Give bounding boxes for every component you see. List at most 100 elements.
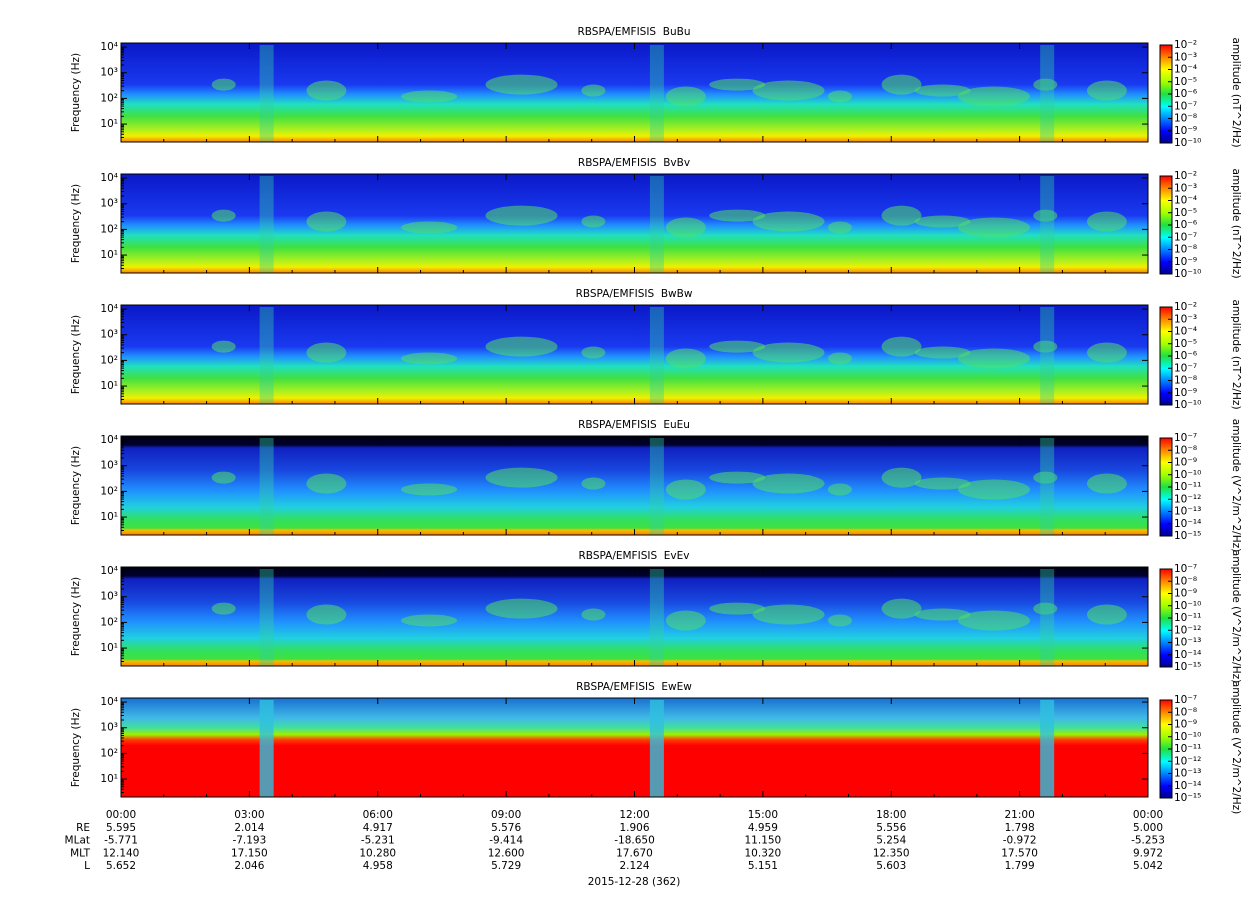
spectral-feature [1040, 438, 1055, 535]
colorbar-tick-label: 10⁻² [1174, 170, 1197, 182]
ephemeris-value: 4.958 [363, 860, 393, 872]
spectral-feature [211, 471, 236, 484]
spectral-feature [709, 602, 766, 615]
spectral-feature [827, 483, 852, 496]
spectral-feature [649, 700, 664, 797]
colorbar-tick-label: 10⁻⁵ [1174, 338, 1197, 350]
y-tick-label: 10⁴ [100, 41, 118, 53]
spectral-feature [649, 307, 664, 404]
spectral-feature [752, 342, 825, 363]
ephemeris-value: 1.906 [619, 822, 649, 834]
spectral-feature [306, 604, 347, 625]
ephemeris-value: 10.320 [745, 847, 782, 859]
y-tick-label: 10¹ [100, 249, 118, 261]
colorbar-tick-label: 10⁻¹⁵ [1174, 661, 1201, 673]
colorbar-tick-label: 10⁻⁸ [1174, 575, 1197, 587]
colorbar-tick-label: 10⁻¹⁰ [1174, 600, 1201, 612]
y-tick-label: 10² [100, 354, 118, 366]
ephemeris-value: 12.140 [103, 847, 140, 859]
ephemeris-value: 5.729 [491, 860, 521, 872]
spectral-feature [709, 340, 766, 353]
colorbar-tick-label: 10⁻⁹ [1174, 387, 1197, 399]
spectral-feature [709, 471, 766, 484]
spectral-feature [649, 45, 664, 142]
colorbar-tick-label: 10⁻⁹ [1174, 457, 1197, 469]
colorbar-tick-label: 10⁻⁹ [1174, 588, 1197, 600]
ephemeris-value: 12.350 [873, 847, 910, 859]
spectral-feature [259, 176, 274, 273]
y-tick-label: 10¹ [100, 380, 118, 392]
spectral-feature [914, 346, 971, 359]
spectral-feature [881, 467, 922, 488]
spectral-feature [752, 80, 825, 101]
colorbar-tick-label: 10⁻⁹ [1174, 256, 1197, 268]
y-tick-label: 10³ [100, 591, 118, 603]
spectral-feature [259, 307, 274, 404]
colorbar-tick-label: 10⁻⁶ [1174, 350, 1197, 362]
spectral-feature [1040, 307, 1055, 404]
spectral-feature [581, 84, 606, 97]
colorbar-tick-label: 10⁻¹⁴ [1174, 518, 1201, 530]
colorbar-tick-label: 10⁻³ [1174, 51, 1197, 63]
spectral-feature [881, 598, 922, 619]
spectral-feature [211, 602, 236, 615]
spectral-feature [1086, 604, 1127, 625]
ephemeris-value: 4.959 [748, 822, 778, 834]
colorbar-tick-label: 10⁻¹³ [1174, 506, 1201, 518]
y-axis-label: Frequency (Hz) [70, 446, 82, 525]
spectral-feature [709, 78, 766, 91]
ephemeris-value: 5.595 [106, 822, 136, 834]
spectral-feature [401, 90, 458, 103]
spectral-feature [485, 467, 558, 488]
colorbar-label: amplitude (nT^2/Hz) [1230, 168, 1242, 278]
colorbar-tick-label: 10⁻¹² [1174, 755, 1201, 767]
colorbar-label: amplitude (nT^2/Hz) [1230, 299, 1242, 409]
spectral-feature [709, 209, 766, 222]
spectral-feature [485, 74, 558, 95]
y-axis-label: Frequency (Hz) [70, 315, 82, 394]
ephemeris-value: 5.042 [1133, 860, 1163, 872]
spectral-feature [752, 473, 825, 494]
spectral-feature [957, 86, 1030, 107]
colorbar-tick-label: 10⁻⁸ [1174, 706, 1197, 718]
colorbar-tick-label: 10⁻³ [1174, 313, 1197, 325]
spectral-feature [259, 438, 274, 535]
spectral-feature [1086, 473, 1127, 494]
spectral-feature [665, 217, 706, 238]
spectral-feature [649, 176, 664, 273]
spectral-feature [1040, 176, 1055, 273]
colorbar-label: amplitude (V^2/m^2/Hz) [1230, 419, 1242, 552]
ephemeris-value: 1.798 [1005, 822, 1035, 834]
colorbar-tick-label: 10⁻² [1174, 39, 1197, 51]
ephemeris-value: -5.771 [104, 835, 138, 847]
colorbar-tick-label: 10⁻¹³ [1174, 637, 1201, 649]
spectral-feature [957, 479, 1030, 500]
colorbar-tick-label: 10⁻⁷ [1174, 362, 1197, 374]
y-tick-label: 10³ [100, 329, 118, 341]
y-axis-label: Frequency (Hz) [70, 53, 82, 132]
colorbar-tick-label: 10⁻⁴ [1174, 326, 1197, 338]
colorbar-tick-label: 10⁻⁷ [1174, 231, 1197, 243]
spectral-feature [827, 90, 852, 103]
spectral-feature [1040, 45, 1055, 142]
spectral-feature [1086, 80, 1127, 101]
ephemeris-value: -18.650 [614, 835, 655, 847]
spectral-feature [881, 205, 922, 226]
colorbar-tick-label: 10⁻⁴ [1174, 64, 1197, 76]
ephemeris-value: 10.280 [359, 847, 396, 859]
spectral-feature [665, 610, 706, 631]
ephemeris-value: 12.600 [488, 847, 525, 859]
y-tick-label: 10² [100, 485, 118, 497]
spectral-feature [581, 346, 606, 359]
ephemeris-value: 1.799 [1005, 860, 1035, 872]
colorbar-tick-label: 10⁻⁶ [1174, 88, 1197, 100]
spectral-feature [881, 336, 922, 357]
x-tick-label: 09:00 [491, 809, 521, 821]
colorbar-tick-label: 10⁻¹⁰ [1174, 469, 1201, 481]
y-axis-label: Frequency (Hz) [70, 577, 82, 656]
colorbar-tick-label: 10⁻¹¹ [1174, 743, 1201, 755]
spectral-feature [581, 608, 606, 621]
y-tick-label: 10² [100, 223, 118, 235]
colorbar-tick-label: 10⁻⁷ [1174, 432, 1197, 444]
spectral-feature [581, 477, 606, 490]
